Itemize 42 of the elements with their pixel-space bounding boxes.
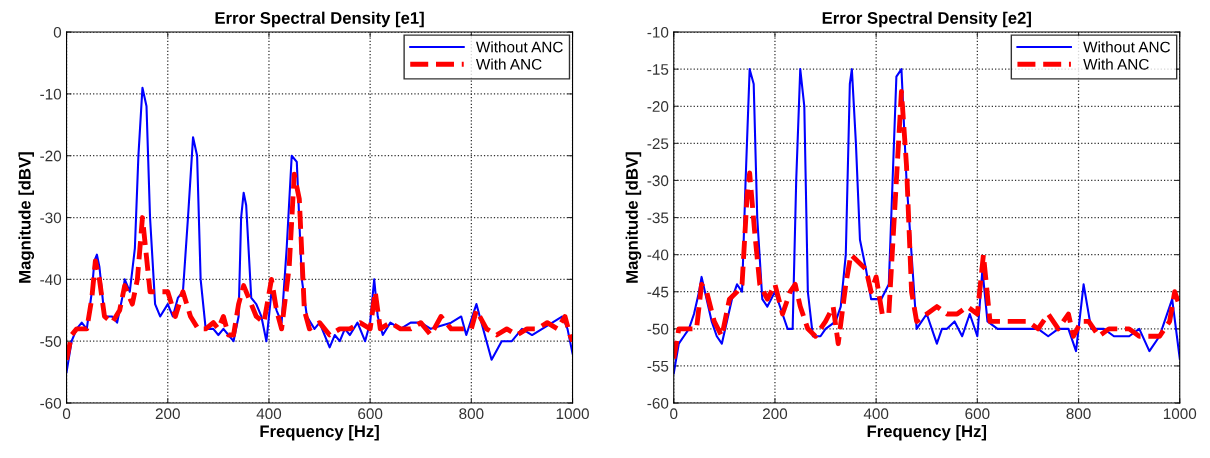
y-tick-label: -25 bbox=[647, 138, 669, 150]
line-series bbox=[66, 171, 573, 363]
x-tick-label: 600 bbox=[965, 408, 990, 420]
y-tick-label: -20 bbox=[40, 150, 62, 162]
y-tick-label: -50 bbox=[40, 336, 62, 347]
x-tick-label: 200 bbox=[762, 408, 788, 420]
x-tick-label: 400 bbox=[256, 408, 282, 420]
y-tick-label: -30 bbox=[647, 175, 669, 187]
y-tick-label: -45 bbox=[647, 286, 669, 298]
x-tick-label: 1000 bbox=[556, 408, 589, 420]
y-tick-label: -20 bbox=[647, 101, 669, 112]
legend-label: Without ANC bbox=[1083, 41, 1170, 53]
legend-label: With ANC bbox=[1083, 58, 1149, 70]
x-tick-label: 1000 bbox=[1163, 408, 1197, 420]
y-tick-label: -55 bbox=[647, 360, 669, 372]
y-axis-title: Magnitude [dBV] bbox=[625, 152, 642, 283]
y-tick-label: -10 bbox=[647, 26, 669, 38]
y-axis-title: Magnitude [dBV] bbox=[18, 152, 35, 283]
legend-label: With ANC bbox=[476, 58, 542, 70]
x-axis-title: Frequency [Hz] bbox=[260, 424, 379, 441]
x-tick-label: 400 bbox=[863, 408, 889, 420]
y-tick-label: -10 bbox=[40, 88, 62, 100]
x-tick-label: 0 bbox=[62, 408, 71, 420]
y-tick-label: -40 bbox=[40, 274, 62, 286]
legend-label: Without ANC bbox=[476, 41, 563, 53]
x-tick-label: 200 bbox=[155, 408, 180, 420]
y-tick-label: -60 bbox=[647, 397, 669, 409]
y-tick-label: -30 bbox=[40, 212, 62, 224]
y-tick-label: -50 bbox=[647, 323, 669, 335]
y-tick-label: -60 bbox=[40, 397, 62, 409]
x-tick-label: 0 bbox=[670, 408, 678, 420]
y-tick-label: -35 bbox=[647, 212, 669, 224]
x-axis-title: Frequency [Hz] bbox=[867, 424, 987, 441]
y-tick-label: 0 bbox=[53, 26, 62, 38]
y-tick-label: -15 bbox=[647, 64, 669, 75]
chart-title: Error Spectral Density [e2] bbox=[822, 11, 1031, 28]
x-tick-label: 800 bbox=[1066, 408, 1091, 420]
line-series bbox=[66, 86, 573, 374]
x-tick-label: 600 bbox=[358, 408, 383, 420]
chart-title: Error Spectral Density [e1] bbox=[215, 11, 424, 28]
x-tick-label: 800 bbox=[459, 408, 484, 420]
y-tick-label: -40 bbox=[647, 249, 669, 261]
